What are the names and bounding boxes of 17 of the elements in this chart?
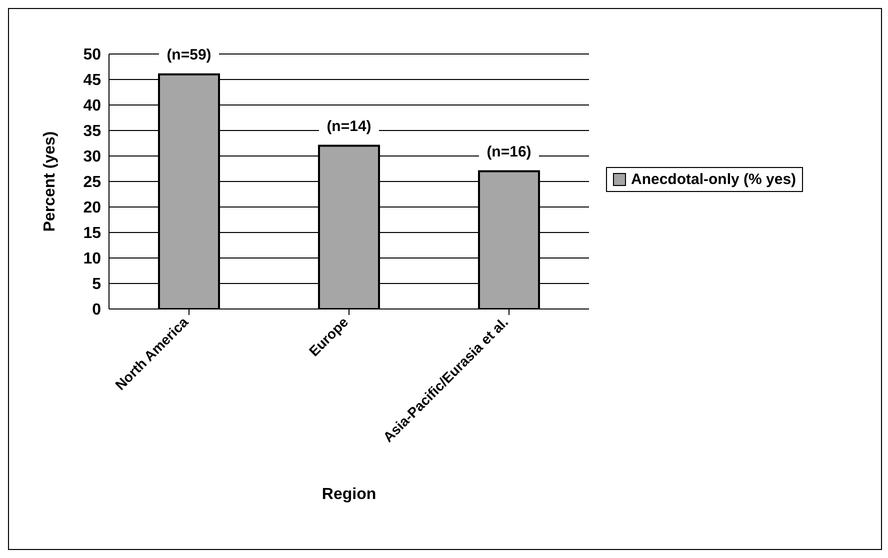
y-tick-label: 5 <box>92 276 102 294</box>
x-axis-title: Region <box>322 486 376 503</box>
legend-label: Anecdotal-only (% yes) <box>631 171 796 188</box>
y-tick-label: 10 <box>83 250 102 268</box>
annotation: (n=14) <box>326 118 372 135</box>
y-tick-label: 35 <box>83 123 102 140</box>
y-tick-label: 20 <box>83 200 102 217</box>
annotation: (n=59) <box>166 46 212 64</box>
y-tick-label: 25 <box>83 174 102 192</box>
y-tick-label: 45 <box>83 72 102 90</box>
y-tick-label: 15 <box>83 225 102 242</box>
y-tick-label: 40 <box>83 98 102 115</box>
y-axis-title: Percent (yes) <box>42 131 59 232</box>
y-tick-label: 30 <box>83 148 102 166</box>
y-tick-label: 0 <box>92 302 102 319</box>
annotation: (n=16) <box>486 143 532 160</box>
y-tick-label: 50 <box>83 46 102 64</box>
